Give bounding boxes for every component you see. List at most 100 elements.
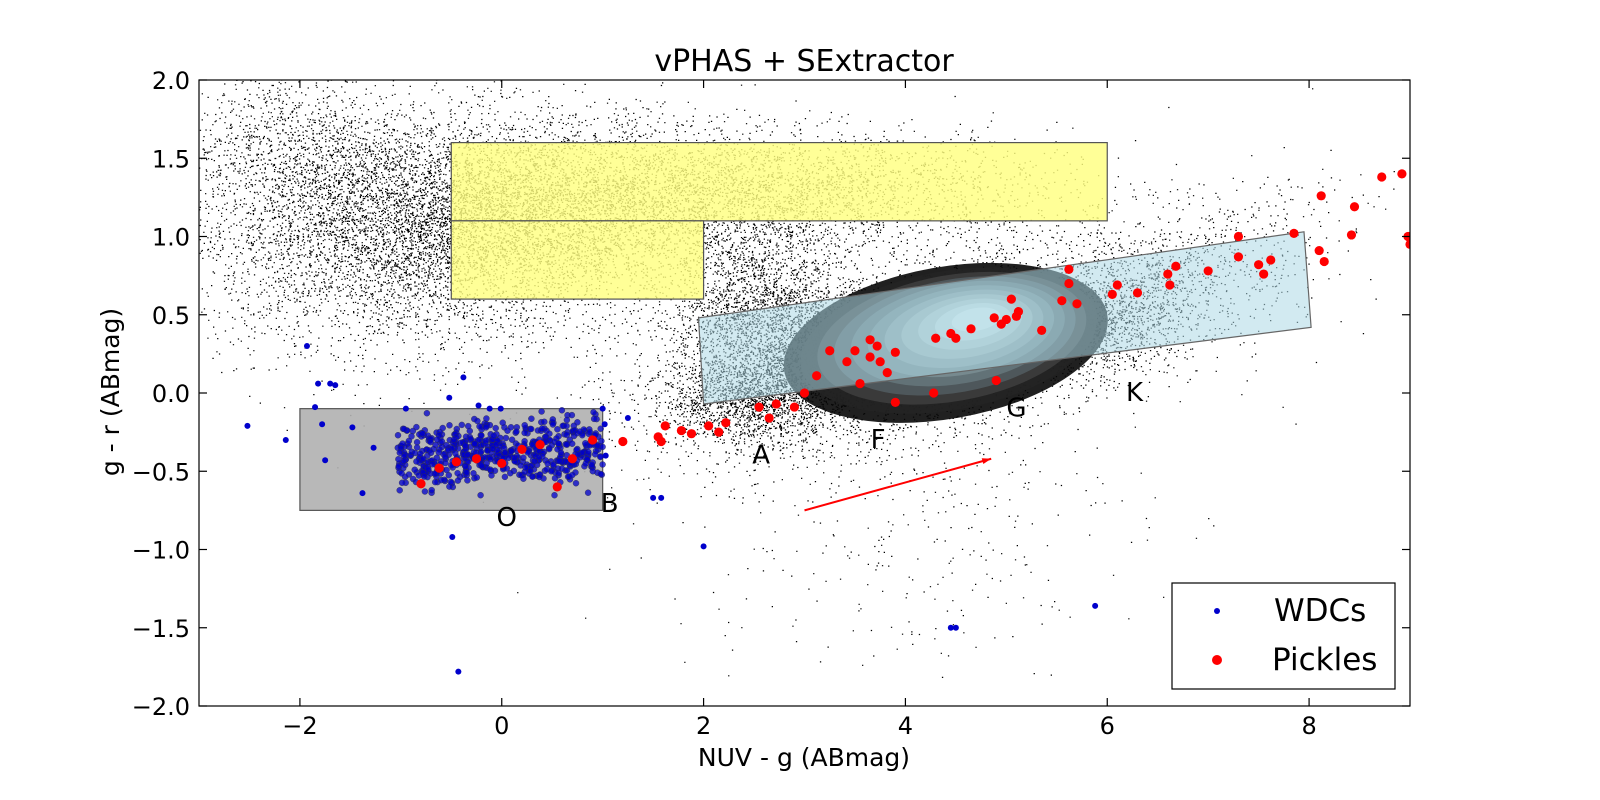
pickles-point — [1171, 261, 1181, 271]
wdc-point — [1092, 602, 1099, 609]
wdc-cluster-point — [458, 421, 465, 429]
pickles-point — [1289, 228, 1299, 238]
reddening-arrow-head — [981, 458, 992, 465]
y-axis: 2.0 1.5 1.0 0.5 0.0 −0.5 −1.0 −1.5 −2.0 — [132, 67, 1410, 721]
wdc-cluster-point — [478, 432, 485, 439]
wdc-cluster-point — [505, 454, 512, 462]
pickles-point — [865, 335, 875, 345]
wdc-cluster-point — [541, 418, 548, 425]
pickles-point — [1037, 325, 1047, 335]
x-axis-label: NUV - g (ABmag) — [698, 743, 910, 772]
wdc-cluster-point — [474, 417, 481, 425]
pickles-point — [686, 429, 697, 439]
wdc-cluster-point — [582, 460, 589, 467]
wdc-cluster-point — [447, 478, 454, 486]
spectral-label-f: F — [871, 425, 886, 455]
wdc-point — [475, 402, 482, 409]
pickles-point — [1319, 256, 1329, 267]
wdc-cluster-point — [536, 473, 543, 481]
x-tick-label: −2 — [282, 712, 317, 740]
pickles-point — [1397, 169, 1407, 179]
wdc-cluster-point — [576, 428, 584, 435]
wdc-cluster-point — [396, 449, 403, 456]
pickles-point — [1057, 296, 1067, 306]
wdc-cluster-point — [589, 468, 596, 475]
wdc-cluster-point — [574, 451, 582, 458]
pickles-point — [1346, 230, 1357, 240]
wdc-cluster-point — [413, 458, 420, 465]
y-tick-label: −0.5 — [132, 458, 190, 486]
region-yellow-0 — [450, 142, 1108, 222]
wdc-cluster-point — [438, 476, 445, 484]
wdc-cluster-point — [563, 422, 570, 430]
wdc-cluster-point — [482, 437, 489, 444]
pickles-point — [1013, 307, 1024, 317]
wdc-cluster-point — [492, 424, 499, 432]
pickles-point — [771, 399, 781, 409]
pickles-point — [434, 463, 444, 473]
wdc-cluster-point — [413, 444, 421, 451]
wdc-point — [446, 394, 453, 401]
wdc-cluster-point — [558, 465, 566, 472]
wdc-point — [599, 405, 606, 412]
plot-area — [199, 80, 1410, 678]
wdc-cluster-point — [572, 480, 580, 487]
y-tick-label: 0.0 — [152, 380, 190, 408]
wdc-cluster-point — [555, 469, 562, 477]
pickles-point — [1072, 299, 1082, 309]
wdc-point — [650, 494, 657, 501]
wdc-cluster-point — [569, 471, 576, 479]
pickles-point — [842, 357, 852, 367]
wdc-point — [244, 422, 251, 429]
x-tick-label: 8 — [1301, 712, 1316, 740]
pickles-point — [1064, 264, 1074, 274]
wdc-cluster-point — [462, 442, 469, 449]
wdc-cluster-point — [544, 460, 551, 467]
wdc-point — [322, 457, 329, 464]
y-tick-label: −2.0 — [132, 693, 190, 721]
pickles-point — [497, 458, 507, 469]
wdc-cluster-point — [432, 478, 439, 486]
wdc-cluster-point — [400, 425, 408, 433]
wdc-cluster-point — [513, 428, 520, 435]
pickles-point — [1259, 269, 1269, 279]
wdc-cluster-point — [521, 438, 528, 445]
wdc-point — [282, 436, 289, 443]
wdc-cluster-point — [551, 475, 559, 482]
wdc-cluster-point — [511, 454, 518, 462]
pickles-point — [789, 402, 800, 412]
pickles-point — [552, 482, 562, 492]
pickles-point — [1163, 269, 1173, 279]
wdc-cluster-point — [501, 449, 509, 456]
pickles-point — [721, 418, 731, 428]
wdc-cluster-point — [554, 426, 561, 433]
wdc-cluster-point — [517, 462, 524, 469]
wdc-point — [601, 421, 608, 428]
pickles-point — [865, 352, 875, 362]
wdc-cluster-point — [446, 422, 453, 429]
wdc-point — [327, 380, 334, 387]
pickles-point — [1233, 231, 1244, 242]
pickles-point — [825, 346, 835, 356]
wdc-cluster-point — [549, 421, 557, 428]
wdc-cluster-point — [427, 438, 434, 446]
pickles-point — [1314, 245, 1324, 256]
wdc-point — [460, 374, 467, 381]
wdc-cluster-point — [445, 446, 452, 454]
wdc-cluster-point — [488, 472, 495, 479]
y-tick-label: 1.5 — [152, 145, 190, 173]
wdc-point — [658, 494, 665, 501]
wdc-point — [602, 452, 609, 459]
wdc-cluster-point — [473, 474, 480, 481]
annotations: O B A F G K — [497, 378, 1144, 533]
wdc-cluster-point — [417, 450, 424, 457]
pickles-point — [966, 324, 976, 334]
x-tick-label: 2 — [696, 712, 711, 740]
wdc-cluster-point — [507, 470, 514, 477]
legend-box — [1171, 582, 1396, 690]
spectral-label-k: K — [1126, 378, 1144, 408]
wdc-cluster-point — [427, 449, 435, 456]
wdc-cluster-point — [398, 470, 405, 477]
x-tick-label: 4 — [898, 712, 913, 740]
wdc-cluster-point — [454, 477, 462, 484]
